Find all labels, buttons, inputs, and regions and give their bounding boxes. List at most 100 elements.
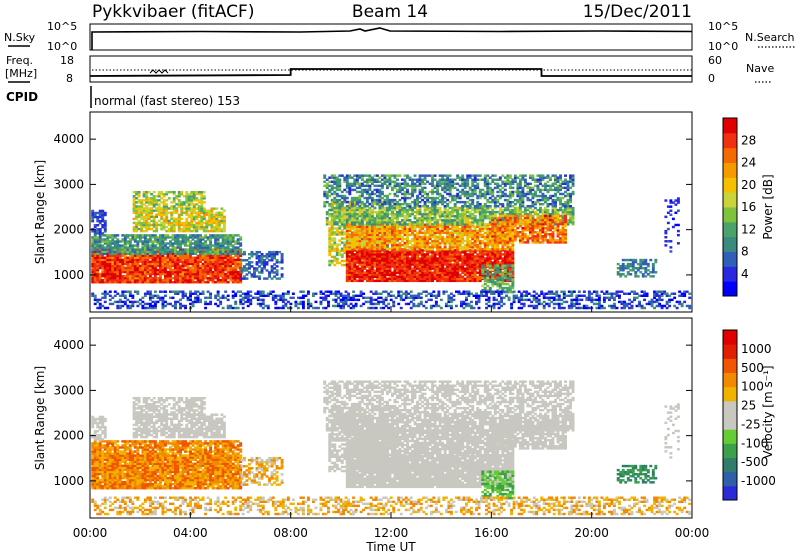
power-cell: [202, 211, 206, 214]
power-cell: [418, 216, 422, 220]
power-cell: [234, 240, 238, 243]
power-cell: [176, 260, 180, 264]
power-cell: [258, 259, 261, 262]
power-cell: [161, 278, 165, 282]
power-cell: [123, 246, 127, 249]
power-cell: [373, 259, 377, 262]
power-cell: [118, 244, 122, 247]
power-cell: [128, 276, 132, 280]
power-cell: [231, 272, 235, 276]
power-cell: [209, 270, 213, 274]
power-cell: [275, 277, 279, 280]
power-cell: [113, 266, 117, 270]
power-cell: [101, 272, 105, 276]
power-cell: [141, 242, 145, 245]
power-cell: [231, 268, 235, 272]
power-cell: [132, 205, 136, 208]
power-cell: [231, 256, 235, 260]
power-cell: [96, 240, 100, 243]
power-cell: [214, 276, 218, 280]
power-cell: [383, 223, 387, 226]
beam-title: Beam 14: [352, 2, 428, 22]
power-cell: [160, 197, 164, 200]
power-cell: [137, 213, 141, 217]
power-cell: [426, 235, 430, 239]
power-cell: [328, 233, 332, 236]
power-cell: [137, 190, 141, 194]
power-cell: [143, 236, 147, 239]
power-cell: [128, 262, 132, 266]
power-cell: [145, 227, 149, 231]
power-cell: [121, 234, 125, 237]
power-cell: [138, 256, 142, 260]
power-cell: [148, 256, 152, 260]
power-cell: [202, 217, 206, 221]
power-cell: [234, 281, 238, 284]
power-cell: [236, 278, 240, 282]
power-cell: [108, 272, 112, 276]
power-cell: [195, 192, 199, 196]
power-cell: [204, 250, 208, 253]
power-cell: [182, 225, 186, 229]
power-cell: [338, 253, 342, 257]
power-cell: [363, 273, 367, 276]
power-cell: [111, 234, 115, 237]
power-cell: [229, 262, 233, 266]
power-cell: [348, 277, 352, 281]
power-cell: [108, 250, 112, 253]
power-cell: [216, 262, 220, 266]
power-cell: [226, 234, 230, 237]
power-cell: [333, 237, 337, 240]
power-cell: [181, 242, 185, 245]
power-cell: [330, 249, 334, 252]
power-cell: [199, 242, 203, 245]
power-cell: [391, 263, 394, 266]
power-cell: [165, 225, 169, 229]
power-cell: [136, 248, 140, 251]
power-cell: [350, 251, 354, 254]
power-cell: [411, 221, 414, 224]
power-cell: [132, 209, 136, 212]
power-cell: [220, 207, 224, 210]
power-cell: [123, 270, 127, 274]
power-cell: [360, 271, 364, 274]
power-cell: [158, 242, 162, 245]
power-cell: [468, 239, 472, 243]
power-cell: [478, 239, 482, 243]
power-cell: [330, 200, 334, 204]
power-cell: [186, 272, 190, 276]
power-cell: [118, 264, 122, 268]
power-cell: [199, 274, 203, 278]
power-cell: [187, 229, 191, 233]
power-cell: [280, 261, 284, 264]
power-cell: [355, 253, 359, 256]
power-cell: [453, 249, 457, 252]
power-cell: [177, 219, 181, 223]
power-cell: [176, 264, 180, 268]
nsky-tick-low: 10^0: [47, 40, 77, 53]
power-cell: [153, 272, 157, 276]
power-cell: [155, 195, 159, 198]
power-cell: [128, 244, 132, 247]
power-cell: [113, 260, 117, 264]
power-cell: [461, 275, 465, 279]
power-cell: [358, 263, 362, 266]
power-cell: [401, 219, 404, 222]
power-cell: [106, 236, 110, 239]
power-cell: [111, 248, 115, 251]
power-cell: [348, 279, 352, 283]
power-cell: [151, 276, 155, 280]
power-cell: [335, 243, 339, 246]
power-cell: [179, 250, 182, 253]
power-cell: [179, 260, 182, 264]
power-cell: [98, 221, 102, 225]
power-cell: [155, 221, 159, 225]
power-cell: [165, 192, 169, 196]
power-cell: [121, 240, 125, 243]
power-cell: [163, 260, 167, 264]
power-cell: [189, 274, 192, 278]
power-cell: [190, 203, 194, 206]
power-cell: [123, 262, 127, 266]
power-cell: [330, 231, 334, 234]
power-cell: [146, 264, 150, 268]
